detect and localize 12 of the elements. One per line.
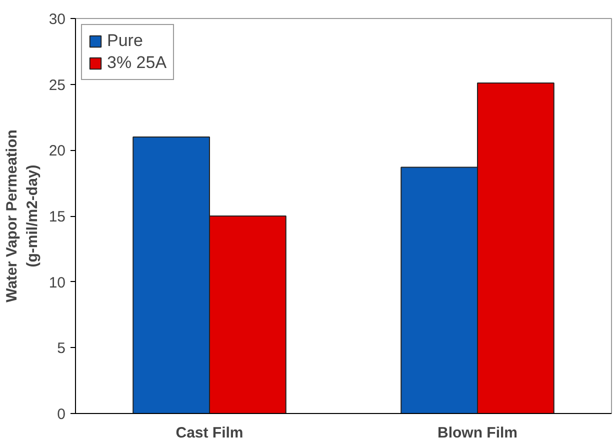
- y-tick-label: 10: [48, 274, 66, 292]
- x-tick-label: Cast Film: [176, 424, 244, 442]
- y-tick-label: 5: [57, 340, 66, 358]
- y-tick-label: 30: [48, 11, 66, 28]
- legend-label: 3% 25A: [107, 53, 167, 73]
- legend-label: Pure: [107, 31, 143, 51]
- y-tick-label: 20: [48, 142, 66, 160]
- y-tick-label: 25: [48, 76, 66, 94]
- y-tick-label: 15: [48, 208, 66, 226]
- y-axis-title: Water Vapor Permeation (g-mil/m2-day): [3, 130, 41, 302]
- y-tick-label: 0: [57, 406, 66, 423]
- x-tick-label: Blown Film: [438, 424, 518, 442]
